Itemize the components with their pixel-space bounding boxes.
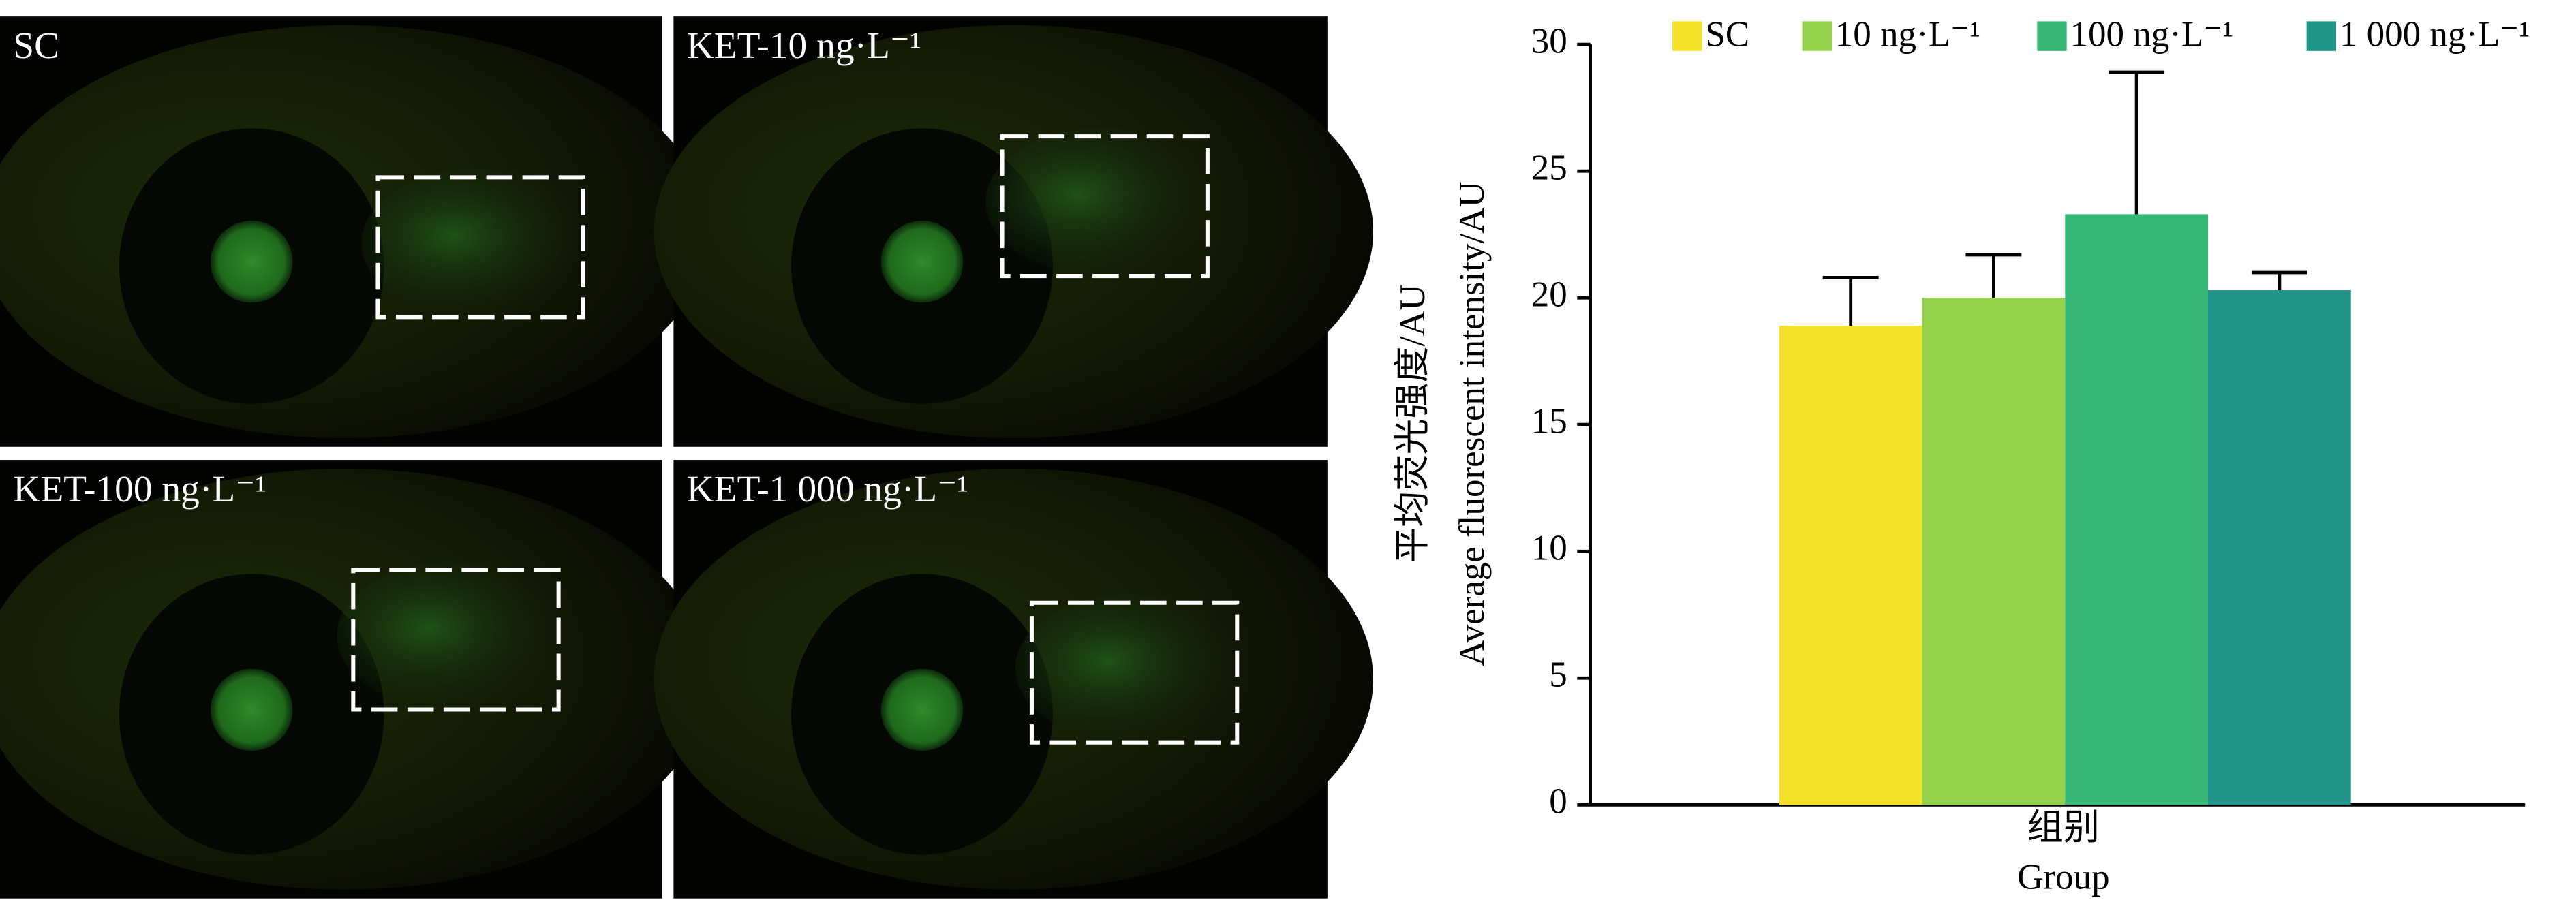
- fluorescent-region: [337, 561, 567, 710]
- legend-swatch: [1802, 21, 1832, 51]
- panel-label: KET-100 ng·L⁻¹: [13, 468, 266, 510]
- legend-label: 1 000 ng·L⁻¹: [2340, 15, 2530, 55]
- panel-label: SC: [13, 25, 59, 66]
- x-axis-label: Group: [2017, 857, 2109, 897]
- y-tick-label: 25: [1531, 148, 1567, 187]
- eye: [210, 668, 293, 751]
- legend-swatch: [2037, 21, 2067, 51]
- fluorescent-region: [985, 128, 1216, 277]
- error-bar: [1965, 253, 2022, 298]
- x-axis-label: 组别: [2027, 808, 2100, 848]
- y-tick-label: 10: [1531, 528, 1567, 568]
- y-tick-label: 15: [1531, 401, 1567, 441]
- legend-swatch: [2306, 21, 2337, 51]
- panel-label: KET-1 000 ng·L⁻¹: [687, 468, 968, 510]
- legend-label: SC: [1705, 15, 1749, 55]
- micrograph: KET-100 ng·L⁻¹: [0, 460, 709, 899]
- error-bar: [2251, 270, 2307, 291]
- bar: [2065, 214, 2208, 805]
- bar: [1922, 298, 2066, 805]
- legend-swatch: [1672, 21, 1702, 51]
- y-axis-label: 平均荧光强度/AU: [1393, 284, 1432, 563]
- eye: [210, 220, 293, 303]
- region-box: [1029, 600, 1240, 745]
- legend-label: 100 ng·L⁻¹: [2070, 15, 2234, 55]
- y-tick-label: 20: [1531, 275, 1567, 314]
- fluorescent-region: [1015, 594, 1246, 743]
- error-bar: [2109, 70, 2165, 215]
- legend-label: 10 ng·L⁻¹: [1835, 15, 1980, 55]
- y-tick-label: 5: [1549, 655, 1567, 694]
- image-panels: SC KET-10 ng·L⁻¹ KET-100 ng·L⁻¹ KET-1 000 n…: [0, 16, 1374, 899]
- y-tick-label: 30: [1531, 21, 1567, 61]
- region-box: [375, 175, 585, 320]
- micrograph: KET-1 000 ng·L⁻¹: [654, 460, 1374, 899]
- eye: [880, 668, 964, 751]
- bar-chart: 0 5 10 15 20 25 30 SC 10 ng·L⁻¹ 100 ng·L⁻¹ 1 000 n…: [1393, 15, 2530, 897]
- panel-label: KET-10 ng·L⁻¹: [687, 25, 921, 66]
- fluorescent-region: [361, 169, 592, 317]
- y-axis-label: Average fluorescent intensity/AU: [1452, 181, 1492, 666]
- error-bar: [1822, 276, 1879, 326]
- bar: [2208, 290, 2351, 805]
- micrograph: KET-10 ng·L⁻¹: [654, 16, 1374, 447]
- region-box: [351, 568, 561, 712]
- micrograph: SC: [0, 16, 709, 447]
- region-box: [1000, 134, 1210, 279]
- y-tick-label: 0: [1549, 781, 1567, 821]
- bar: [1779, 326, 1922, 805]
- eye: [880, 220, 964, 303]
